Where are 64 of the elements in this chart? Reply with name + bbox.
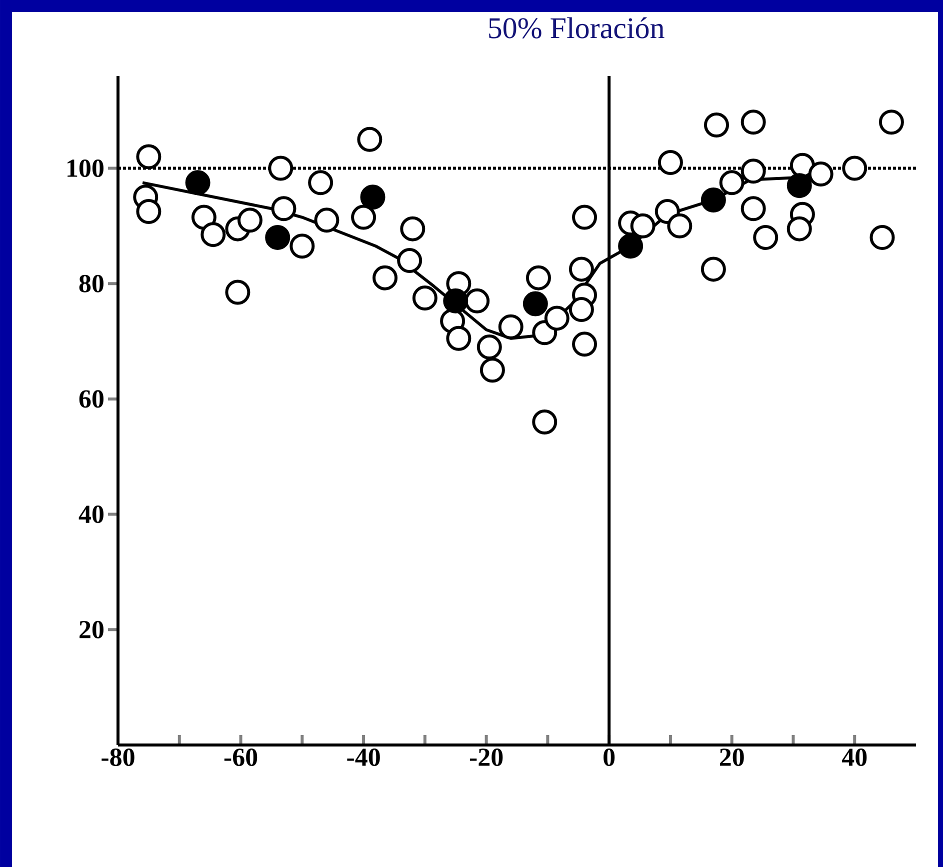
point [842, 156, 868, 181]
point [200, 222, 226, 248]
point [476, 334, 502, 360]
y-tick-label: 100 [68, 159, 104, 178]
point [753, 224, 778, 250]
point [740, 196, 766, 222]
point [443, 288, 468, 314]
point [136, 144, 162, 170]
point [786, 173, 812, 198]
point [618, 234, 644, 259]
point [412, 286, 438, 311]
x-tick-label: -80 [102, 748, 134, 766]
point [526, 265, 551, 290]
point [704, 112, 729, 138]
y-tick-label: 40 [78, 506, 104, 524]
point [397, 248, 422, 274]
point [719, 170, 744, 196]
point [544, 306, 570, 331]
point [808, 162, 834, 187]
point [360, 184, 386, 210]
point [480, 358, 505, 383]
x-tick-label: 20 [720, 748, 744, 766]
point [191, 204, 216, 230]
point [572, 204, 598, 230]
point [870, 224, 895, 250]
point [372, 265, 398, 290]
y-tick-label: 20 [80, 620, 104, 638]
point [400, 216, 426, 242]
x-tick-label: 0 [604, 748, 615, 766]
y-tick-label: 60 [79, 390, 104, 408]
x-tick-label: -60 [224, 748, 258, 766]
point [572, 332, 598, 357]
point [700, 187, 726, 212]
point [136, 199, 162, 224]
point [271, 196, 296, 222]
ref-line-label: 50% Floración [489, 17, 664, 38]
point [351, 204, 376, 230]
point [268, 156, 294, 181]
point [225, 280, 250, 305]
point [464, 288, 490, 314]
point [290, 234, 315, 259]
point [667, 213, 692, 238]
point [314, 208, 340, 233]
point [630, 213, 656, 238]
x-tick-label: -40 [347, 748, 380, 766]
x-tick-label: 40 [842, 748, 867, 766]
point [532, 410, 558, 435]
point [185, 170, 210, 196]
point [308, 170, 334, 196]
point [700, 256, 726, 282]
point [237, 208, 262, 233]
x-tick-label: -20 [470, 748, 503, 766]
point [740, 158, 766, 184]
point [522, 291, 548, 316]
y-tick-label: 80 [79, 274, 104, 292]
point [568, 297, 594, 322]
point [740, 110, 766, 135]
point [498, 314, 524, 340]
point [658, 150, 683, 175]
point [446, 326, 472, 351]
point [568, 256, 594, 282]
point [265, 224, 290, 250]
point [786, 216, 812, 242]
point [357, 126, 382, 152]
